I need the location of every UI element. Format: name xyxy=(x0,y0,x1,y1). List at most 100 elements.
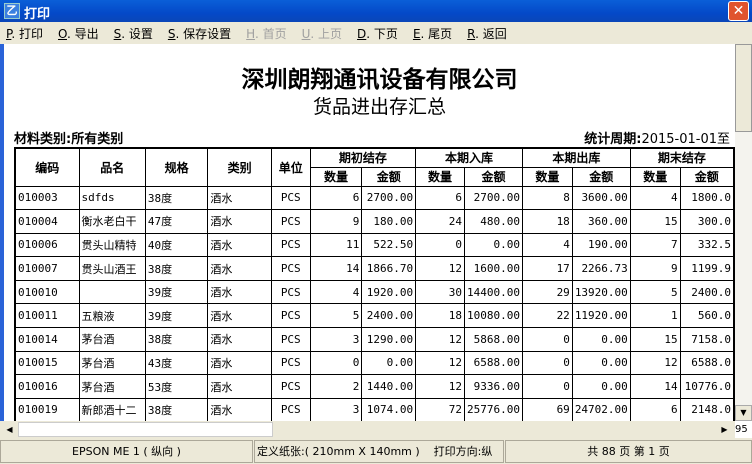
period: 统计周期:2015-01-01至 xyxy=(584,128,730,147)
cell-type: 酒水 xyxy=(207,397,272,421)
header-unit: 单位 xyxy=(270,147,311,187)
cell-unit: PCS xyxy=(270,303,311,329)
cell-spec: 38度 xyxy=(144,397,209,421)
menu-item-7[interactable]: E. 尾页 xyxy=(413,25,452,42)
cell-out-amount: 0.00 xyxy=(571,327,631,352)
menu-accel-key: O xyxy=(58,26,67,41)
cell-close-qty: 9 xyxy=(629,256,681,281)
cell-name: 新郎酒十二 xyxy=(78,397,146,421)
cell-close-qty: 6 xyxy=(629,397,681,421)
header-in: 本期入库 xyxy=(415,147,523,168)
cell-open-qty: 3 xyxy=(309,397,363,421)
cell-close-amount: 2400.0 xyxy=(679,279,735,305)
table-row: 010019 新郎酒十二 38度 酒水 PCS 3 1074.00 72 25776.00 69 2… xyxy=(14,397,735,421)
cell-type: 酒水 xyxy=(207,232,272,258)
scroll-left-button[interactable]: ◀ xyxy=(6,425,13,434)
cell-in-qty: 12 xyxy=(415,374,466,399)
cell-open-amount: 0.00 xyxy=(361,350,417,376)
cell-name: 茅台酒 xyxy=(78,350,146,376)
cell-in-amount: 9336.00 xyxy=(464,374,523,399)
cell-unit: PCS xyxy=(270,374,311,399)
menu-label: . 返回 xyxy=(475,26,507,41)
summary-table: 编码 品名 规格 类别 单位 期初结存 本期入库 本期出库 期末结存 数量 金额数… xyxy=(14,147,735,421)
header-amount: 金额 xyxy=(679,166,735,187)
status-bar: EPSON ME 1 ( 纵向 ) 定义纸张:( 210mm X 140mm )… xyxy=(0,438,752,464)
cell-close-amount: 2148.0 xyxy=(679,397,735,421)
scroll-right-button[interactable]: ▶ xyxy=(721,425,728,434)
paper-status: 定义纸张:( 210mm X 140mm ) 打印方向:纵 xyxy=(254,440,504,463)
cell-out-amount: 24702.00 xyxy=(571,397,631,421)
header-qty: 数量 xyxy=(309,166,363,187)
menu-item-3[interactable]: S. 保存设置 xyxy=(168,25,231,42)
cell-open-amount: 1920.00 xyxy=(361,279,417,305)
cell-in-amount: 2700.00 xyxy=(464,185,523,211)
cell-out-amount: 360.00 xyxy=(571,209,631,234)
header-code: 编码 xyxy=(14,147,80,187)
cell-out-qty: 0 xyxy=(522,327,573,352)
menu-label: . 设置 xyxy=(121,26,153,41)
cell-open-amount: 180.00 xyxy=(361,209,417,234)
table-row: 010003 sdfds 38度 酒水 PCS 6 2700.00 6 2700.00 8 3600… xyxy=(14,185,735,211)
scroll-down-button[interactable]: ▼ xyxy=(735,405,752,421)
cell-out-qty: 17 xyxy=(522,256,573,281)
cell-code: 010015 xyxy=(14,350,80,376)
cell-in-amount: 0.00 xyxy=(464,232,523,258)
menu-accel-key: D xyxy=(357,26,367,41)
cell-name: 衡水老白干 xyxy=(78,209,146,234)
cell-unit: PCS xyxy=(270,397,311,421)
cell-close-amount: 1800.0 xyxy=(679,185,735,211)
cell-code: 010007 xyxy=(14,256,80,281)
cell-in-amount: 10080.00 xyxy=(464,303,523,329)
cell-open-qty: 0 xyxy=(309,350,363,376)
header-opening: 期初结存 xyxy=(309,147,417,168)
vertical-scrollbar[interactable]: ▼ xyxy=(735,44,752,421)
menu-item-0[interactable]: P. 打印 xyxy=(6,25,43,42)
cell-spec: 47度 xyxy=(144,209,209,234)
cell-in-qty: 30 xyxy=(415,279,466,305)
menu-item-1[interactable]: O. 导出 xyxy=(58,25,99,42)
cell-in-amount: 480.00 xyxy=(464,209,523,234)
header-amount: 金额 xyxy=(464,166,523,187)
cell-name: 五粮液 xyxy=(78,303,146,329)
cell-code: 010014 xyxy=(14,327,80,352)
menu-accel-key: R xyxy=(467,26,476,41)
cell-out-qty: 69 xyxy=(522,397,573,421)
close-button[interactable]: ✕ xyxy=(728,1,749,21)
cell-close-qty: 14 xyxy=(629,374,681,399)
cell-in-amount: 14400.00 xyxy=(464,279,523,305)
menu-label: . 下页 xyxy=(366,26,398,41)
cell-type: 酒水 xyxy=(207,209,272,234)
cell-open-qty: 6 xyxy=(309,185,363,211)
menu-label: . 保存设置 xyxy=(175,26,232,41)
horizontal-scrollbar[interactable]: ◀ ▶ xyxy=(0,421,735,438)
table-row: 010007 贯头山酒王 38度 酒水 PCS 14 1866.70 12 1600.00 17 2… xyxy=(14,256,735,281)
menu-item-8[interactable]: R. 返回 xyxy=(467,25,507,42)
horizontal-scroll-thumb[interactable] xyxy=(18,422,273,437)
cell-in-amount: 25776.00 xyxy=(464,397,523,421)
cell-open-amount: 1074.00 xyxy=(361,397,417,421)
cell-spec: 39度 xyxy=(144,303,209,329)
cell-open-qty: 11 xyxy=(309,232,363,258)
cell-out-qty: 0 xyxy=(522,350,573,376)
menu-item-6[interactable]: D. 下页 xyxy=(357,25,398,42)
menu-item-2[interactable]: S. 设置 xyxy=(114,25,153,42)
table-row: 010016 茅台酒 53度 酒水 PCS 2 1440.00 12 9336.00 0 0.00 1… xyxy=(14,374,735,399)
cell-type: 酒水 xyxy=(207,185,272,211)
cell-spec: 38度 xyxy=(144,185,209,211)
cell-unit: PCS xyxy=(270,256,311,281)
cell-unit: PCS xyxy=(270,279,311,305)
cell-in-qty: 18 xyxy=(415,303,466,329)
window-title: 打印 xyxy=(24,7,51,22)
cell-open-qty: 4 xyxy=(309,279,363,305)
period-label: 统计周期: xyxy=(584,132,642,147)
menu-bar: P. 打印 O. 导出 S. 设置 S. 保存设置 H. 首页 U. 上页 D. 下页 E. … xyxy=(0,22,752,44)
header-amount: 金额 xyxy=(361,166,417,187)
menu-accel-key: U xyxy=(301,26,311,41)
menu-label: . 打印 xyxy=(11,26,44,41)
vertical-scroll-thumb[interactable] xyxy=(735,44,752,132)
cell-close-amount: 300.0 xyxy=(679,209,735,234)
cell-type: 酒水 xyxy=(207,350,272,376)
cell-out-qty: 22 xyxy=(522,303,573,329)
cell-out-qty: 8 xyxy=(522,185,573,211)
cell-unit: PCS xyxy=(270,209,311,234)
